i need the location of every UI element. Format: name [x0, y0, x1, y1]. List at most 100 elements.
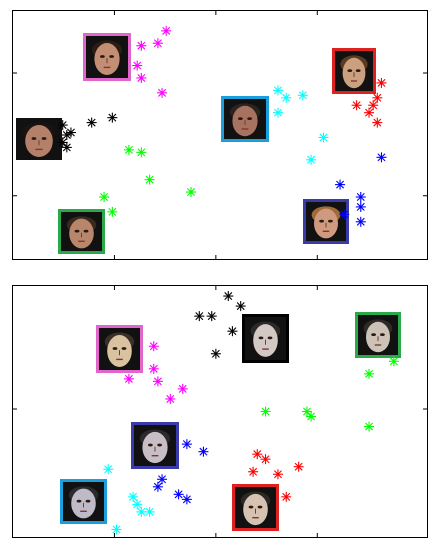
scatter-point [86, 117, 97, 128]
scatter-points [57, 25, 387, 227]
scatter-point [272, 85, 283, 96]
scatter-point [306, 154, 317, 165]
bottom-scatter-panel [12, 285, 428, 538]
scatter-point [177, 383, 188, 394]
scatter-point [297, 90, 308, 101]
face-thumbnail [58, 209, 105, 254]
scatter-point [128, 491, 139, 502]
scatter-point [306, 411, 317, 422]
scatter-point [144, 174, 155, 185]
scatter-point [103, 464, 114, 475]
scatter-point [368, 100, 379, 111]
top-scatter-plot [13, 11, 427, 259]
face-thumbnail [242, 314, 289, 363]
scatter-point [136, 147, 147, 158]
scatter-point [318, 132, 329, 143]
scatter-point [152, 481, 163, 492]
scatter-series [57, 112, 118, 153]
face-thumbnail [96, 325, 143, 373]
scatter-point [198, 446, 209, 457]
scatter-point [181, 439, 192, 450]
scatter-point [388, 356, 399, 367]
face-thumbnail [303, 199, 349, 244]
face-thumbnail [131, 422, 179, 469]
scatter-point [136, 40, 147, 51]
scatter-point [223, 291, 234, 302]
scatter-point [132, 60, 143, 71]
scatter-point [355, 192, 366, 202]
scatter-series [248, 449, 304, 502]
scatter-point [248, 466, 259, 477]
scatter-point [293, 461, 304, 472]
face-thumbnail [232, 484, 279, 531]
scatter-point [152, 38, 163, 49]
scatter-point [181, 494, 192, 505]
scatter-point [227, 326, 238, 337]
scatter-point [123, 373, 134, 384]
face-thumbnail [355, 312, 401, 358]
scatter-point [210, 348, 221, 359]
scatter-point [364, 421, 375, 432]
scatter-point [111, 524, 122, 535]
scatter-series [272, 85, 329, 165]
scatter-point [235, 301, 246, 312]
scatter-point [281, 92, 292, 103]
scatter-point [65, 127, 76, 138]
face-thumbnail [60, 479, 107, 524]
scatter-point [351, 100, 362, 111]
bottom-scatter-plot [13, 286, 427, 537]
scatter-point [157, 87, 168, 98]
scatter-point [252, 449, 263, 460]
top-scatter-panel [12, 10, 428, 260]
scatter-series [123, 341, 188, 404]
scatter-point [372, 117, 383, 128]
scatter-point [281, 491, 292, 502]
scatter-point [301, 406, 312, 417]
scatter-series [103, 464, 155, 535]
scatter-point [107, 112, 118, 123]
scatter-point [157, 474, 168, 485]
scatter-point [57, 120, 68, 131]
scatter-point [206, 311, 217, 322]
scatter-point [148, 363, 159, 374]
face-thumbnails [13, 33, 376, 254]
scatter-point [148, 341, 159, 352]
scatter-series [99, 144, 197, 217]
scatter-point [355, 201, 366, 212]
scatter-point [335, 179, 346, 190]
face-thumbnails [60, 312, 401, 531]
face-thumbnail [332, 48, 376, 94]
scatter-series [335, 152, 387, 227]
scatter-point [260, 406, 271, 417]
scatter-series [132, 25, 172, 98]
scatter-point [186, 187, 197, 198]
scatter-point [161, 25, 172, 36]
face-thumbnail [83, 33, 131, 81]
scatter-point [272, 469, 283, 480]
scatter-series [152, 439, 209, 505]
scatter-points [103, 291, 399, 535]
scatter-series [194, 291, 246, 359]
scatter-point [132, 499, 143, 510]
axis-ticks [13, 11, 427, 259]
scatter-point [376, 77, 387, 88]
scatter-point [194, 311, 205, 322]
scatter-point [123, 144, 134, 155]
scatter-point [372, 92, 383, 103]
scatter-point [339, 209, 350, 220]
scatter-series [260, 356, 399, 432]
scatter-point [165, 393, 176, 404]
face-thumbnail [221, 96, 269, 142]
scatter-point [61, 142, 72, 153]
scatter-point [260, 454, 271, 465]
scatter-point [107, 206, 118, 217]
axis-ticks [13, 286, 427, 537]
scatter-point [364, 368, 375, 379]
face-thumbnail [13, 115, 65, 163]
scatter-point [364, 107, 375, 118]
scatter-point [152, 376, 163, 387]
scatter-point [99, 192, 110, 202]
scatter-point [173, 489, 184, 500]
scatter-point [144, 506, 155, 517]
scatter-point [272, 107, 283, 118]
